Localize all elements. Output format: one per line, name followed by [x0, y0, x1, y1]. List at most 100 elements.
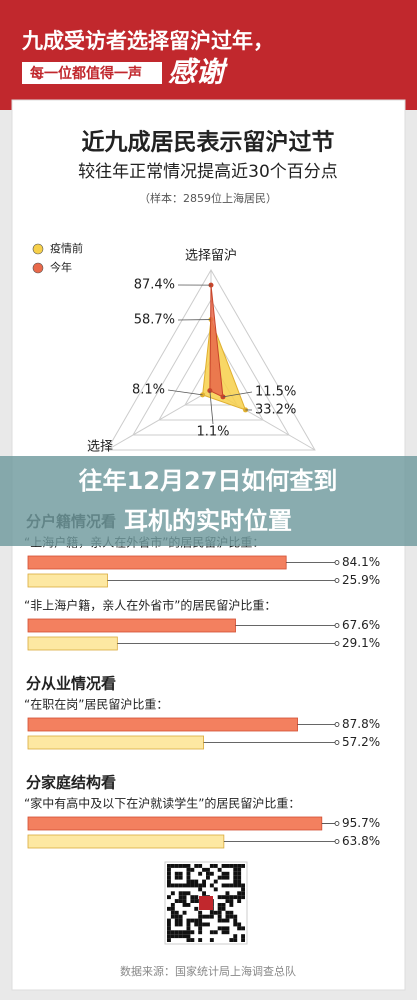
qr-cell [186, 879, 191, 884]
qr-cell [206, 922, 210, 927]
value-label: 84.1% [342, 555, 380, 569]
qr-cell [190, 895, 195, 900]
qr-cell [237, 864, 242, 868]
qr-cell [217, 926, 222, 931]
qr-cell [194, 922, 199, 927]
qr-cell [209, 938, 214, 942]
value-label: 11.5% [255, 385, 296, 400]
qr-cell [167, 871, 171, 876]
qr-cell [182, 883, 187, 888]
qr-cell [174, 883, 179, 888]
qr-cell [167, 875, 171, 880]
qr-cell [186, 903, 191, 907]
qr-cell [167, 918, 171, 923]
qr-cell [174, 922, 179, 927]
leader-dot [334, 623, 340, 628]
category-label: “在职在岗”居民留沪比重： [24, 698, 168, 712]
qr-cell [186, 934, 191, 939]
leader-dot [334, 821, 340, 826]
leader [167, 389, 203, 396]
value-label: 1.1% [196, 425, 229, 440]
qr-cell [186, 883, 191, 888]
qr-cell [225, 914, 230, 919]
qr-cell [190, 918, 195, 923]
bar [27, 717, 298, 732]
overlay: 往年12月27日如何查到 耳机的实时位置 [0, 456, 417, 546]
grid-ring [106, 268, 316, 451]
qr-cell [221, 903, 226, 907]
qr-cell [178, 875, 183, 880]
qr-cell [241, 887, 245, 892]
qr-cell [206, 875, 210, 880]
qr-cell [174, 930, 179, 935]
qr-cell [186, 867, 191, 872]
qr-cell [209, 914, 214, 919]
bar [27, 573, 108, 588]
qr-cell [190, 938, 195, 942]
qr-cell [174, 914, 179, 919]
value-label: 87.8% [342, 717, 380, 731]
qr-cell [190, 883, 195, 888]
qr-cell [190, 930, 195, 935]
qr-cell [229, 938, 234, 942]
qr-cell [213, 910, 218, 915]
qr-cell [178, 930, 183, 935]
leader-dot [334, 839, 340, 844]
qr-cell [202, 883, 206, 888]
qr-cell [233, 864, 238, 868]
qr-cell [174, 910, 179, 915]
qr-cell [198, 883, 203, 888]
category-label: “非上海户籍，亲人在外省市”的居民留沪比重： [24, 598, 276, 613]
qr-cell [217, 906, 222, 911]
qr-cell [233, 867, 238, 872]
qr-cell [186, 891, 191, 896]
qr-cell [225, 926, 230, 931]
qr-cell [213, 864, 218, 868]
qr-cell [178, 883, 183, 888]
overlay-line: 耳机的实时位置 [124, 507, 292, 535]
qr-cell [194, 864, 199, 868]
bar [27, 735, 205, 750]
qr-cell [198, 922, 203, 927]
value-label: 57.2% [342, 735, 380, 749]
value-label: 63.8% [342, 834, 380, 848]
qr-cell [167, 934, 171, 939]
qr-cell [174, 864, 179, 868]
legend-swatch [32, 262, 44, 274]
qr-cell [233, 875, 238, 880]
qr-cell [186, 922, 191, 927]
qr-cell [213, 930, 218, 935]
qr-cell [225, 871, 230, 876]
qr-cell [233, 938, 238, 942]
qr-cell [241, 891, 245, 896]
qr-cell [229, 910, 234, 915]
qr-cell [241, 934, 245, 939]
qr-cell [186, 871, 191, 876]
grid-ring [158, 328, 264, 421]
qr-cell [182, 934, 187, 939]
qr-cell [198, 910, 203, 915]
header-bg [0, 0, 417, 110]
qr-cell [237, 867, 242, 872]
poster-subtitle: 较往年正常情况提高近30个百分点 [78, 162, 338, 182]
qr-cell [229, 864, 234, 868]
legend-label: 疫情前 [50, 241, 83, 255]
qr-cell [229, 914, 234, 919]
qr-cell [209, 910, 214, 915]
qr-cell [225, 930, 230, 935]
qr-cell [174, 871, 179, 876]
qr-cell [237, 891, 242, 896]
header-accent: 感谢 [168, 56, 228, 89]
qr-cell [170, 903, 175, 907]
qr-cell [178, 895, 183, 900]
qr-cell [221, 906, 226, 911]
qr-code [164, 861, 248, 945]
qr-cell [178, 914, 183, 919]
qr-cell [190, 879, 195, 884]
qr-cell [198, 938, 203, 942]
qr-cell [237, 926, 242, 931]
poster-title: 近九成居民表示留沪过节 [82, 129, 335, 156]
legend-label: 今年 [50, 260, 72, 274]
qr-cell [233, 871, 238, 876]
